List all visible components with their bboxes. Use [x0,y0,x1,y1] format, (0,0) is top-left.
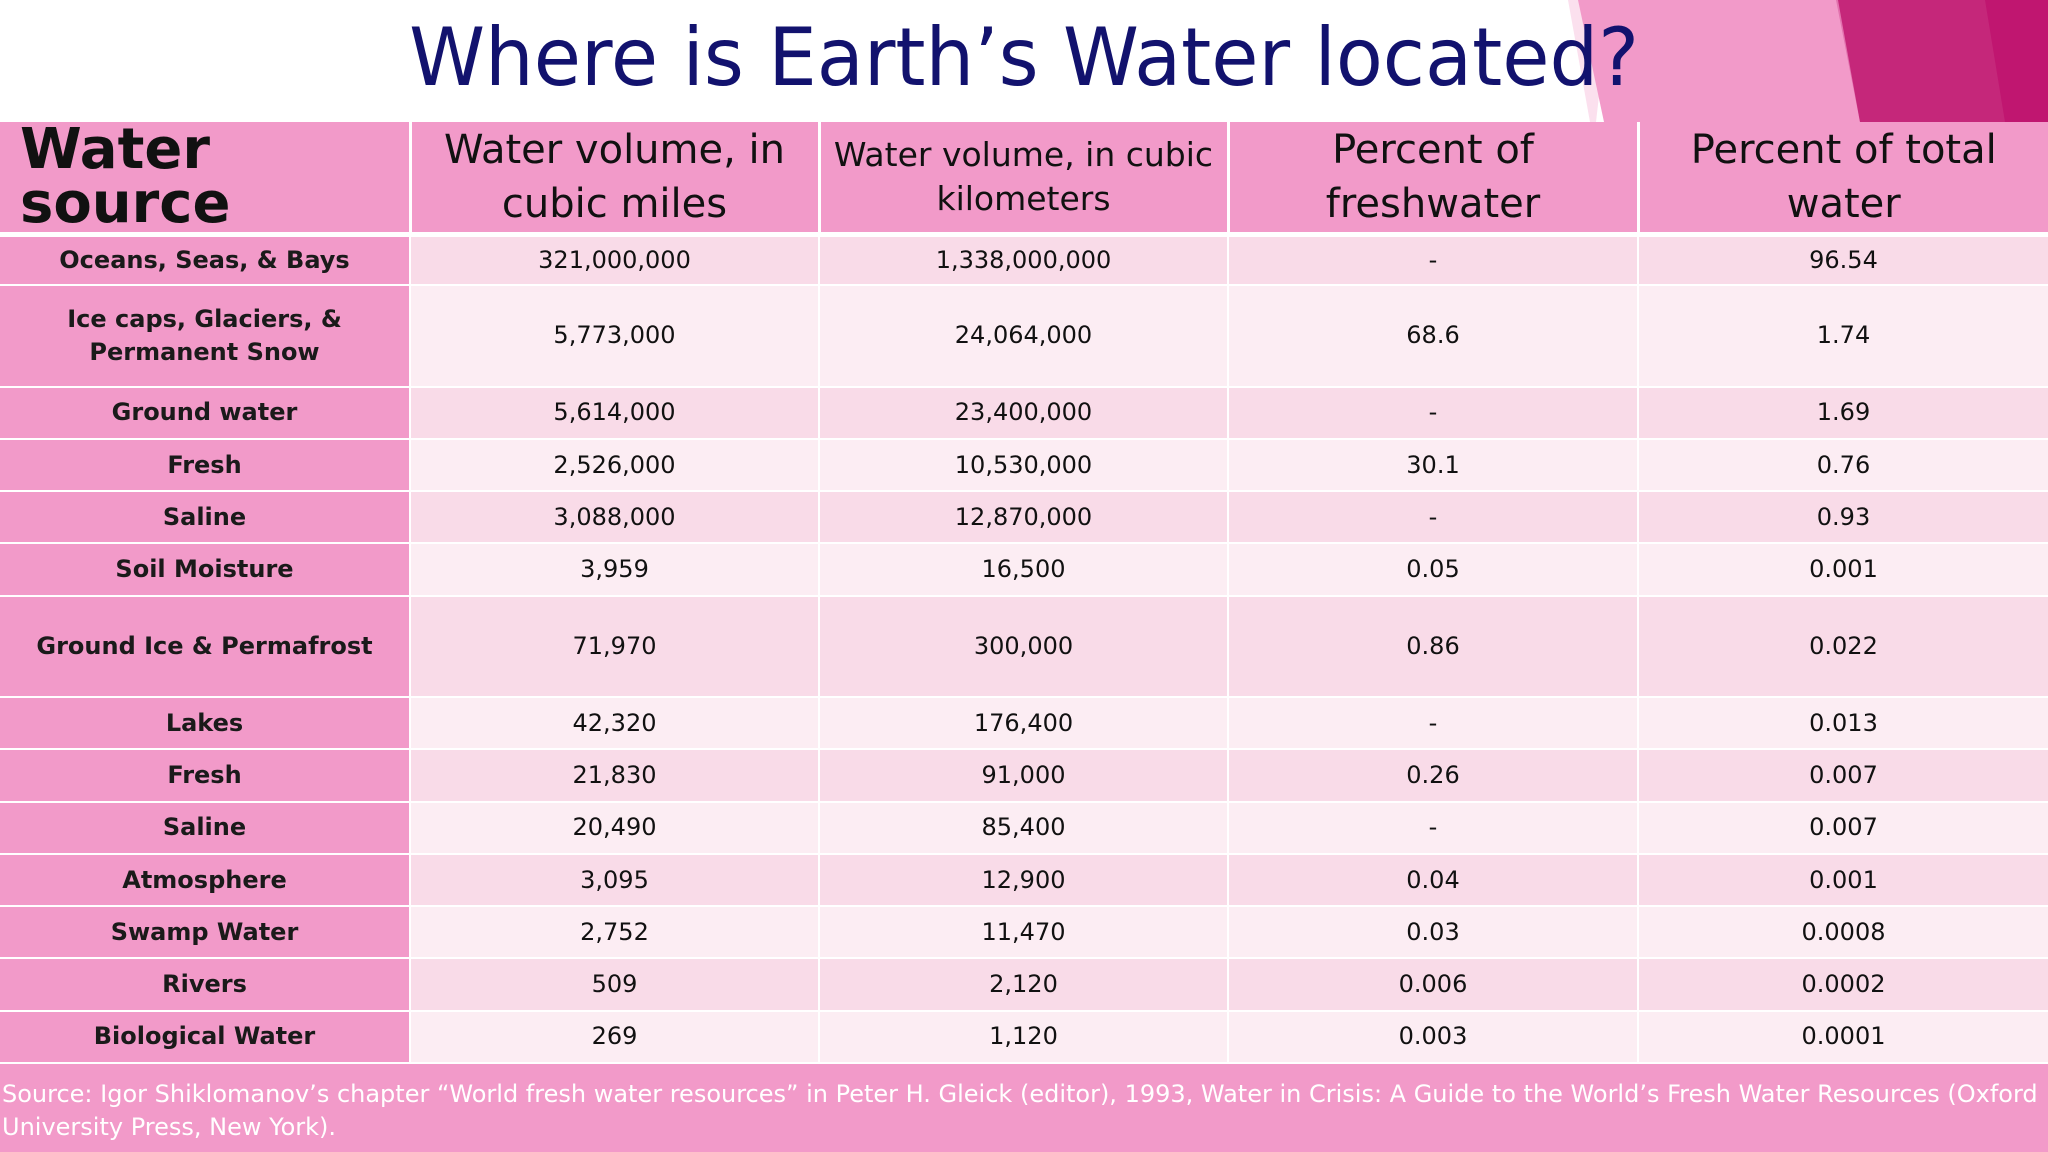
water-location-table: Water source Water volume, in cubic mile… [0,121,2048,1065]
cell-percent-total: 0.93 [1637,491,2048,545]
cell-cubic-miles: 269 [409,1010,819,1065]
row-label: Rivers [0,958,410,1012]
cell-percent-total: 0.0008 [1637,906,2048,960]
table-row: Swamp Water 2,752 11,470 0.03 0.0008 [0,906,2048,960]
table-row: Ground Ice & Permafrost 71,970 300,000 0… [0,595,2048,699]
cell-cubic-km: 1,120 [818,1010,1228,1065]
cell-cubic-miles: 21,830 [409,749,819,803]
row-label: Biological Water [0,1010,410,1065]
cell-cubic-km: 176,400 [818,697,1228,751]
header-percent-total-water: Percent of total water [1636,122,2048,237]
cell-percent-freshwater: 0.26 [1227,749,1638,803]
row-label: Fresh [0,438,410,493]
table-row: Saline 3,088,000 12,870,000 - 0.93 [0,491,2048,545]
cell-percent-freshwater: - [1227,491,1638,545]
cell-cubic-km: 91,000 [818,749,1228,803]
header-water-source: Water source [0,121,410,237]
source-citation: Source: Igor Shiklomanov’s chapter “Worl… [0,1064,2048,1152]
table-row: Oceans, Seas, & Bays 321,000,000 1,338,0… [0,234,2048,287]
header-volume-cubic-km: Water volume, in cubic kilometers [817,122,1228,237]
cell-percent-total: 1.69 [1637,386,2048,440]
cell-percent-total: 1.74 [1637,285,2048,388]
cell-cubic-miles: 3,088,000 [409,491,819,545]
deco-band-dark [1838,0,2020,122]
cell-percent-total: 0.007 [1637,749,2048,803]
cell-cubic-km: 12,900 [818,853,1228,908]
cell-cubic-km: 23,400,000 [818,386,1228,440]
cell-percent-total: 0.013 [1637,697,2048,751]
cell-cubic-miles: 20,490 [409,801,819,855]
cell-cubic-miles: 2,752 [409,906,819,960]
cell-percent-freshwater: 0.05 [1227,543,1638,597]
row-label: Saline [0,491,410,545]
cell-cubic-km: 16,500 [818,543,1228,597]
row-label: Fresh [0,749,410,803]
table-row: Rivers 509 2,120 0.006 0.0002 [0,958,2048,1012]
cell-percent-total: 0.001 [1637,853,2048,908]
table-body: Oceans, Seas, & Bays 321,000,000 1,338,0… [0,234,2048,1065]
table-row: Saline 20,490 85,400 - 0.007 [0,801,2048,855]
cell-percent-freshwater: 68.6 [1227,285,1638,388]
table-row: Lakes 42,320 176,400 - 0.013 [0,697,2048,751]
cell-cubic-km: 1,338,000,000 [818,234,1228,287]
cell-cubic-km: 11,470 [818,906,1228,960]
page-title: Where is Earth’s Water located? [409,11,1639,104]
header-volume-cubic-miles: Water volume, in cubic miles [408,122,819,237]
table-row: Fresh 21,830 91,000 0.26 0.007 [0,749,2048,803]
deco-band-accent [1985,0,2048,122]
cell-percent-total: 0.001 [1637,543,2048,597]
cell-percent-freshwater: - [1227,801,1638,855]
row-label: Ice caps, Glaciers, & Permanent Snow [0,285,410,388]
row-label: Ground Ice & Permafrost [0,595,410,699]
cell-percent-freshwater: 0.003 [1227,1010,1638,1065]
cell-cubic-km: 24,064,000 [818,285,1228,388]
cell-cubic-km: 2,120 [818,958,1228,1012]
cell-percent-total: 0.022 [1637,595,2048,699]
cell-percent-freshwater: 0.04 [1227,853,1638,908]
cell-percent-freshwater: 0.86 [1227,595,1638,699]
cell-cubic-km: 10,530,000 [818,438,1228,493]
cell-cubic-miles: 321,000,000 [409,234,819,287]
row-label: Soil Moisture [0,543,410,597]
row-label: Swamp Water [0,906,410,960]
cell-percent-freshwater: 0.006 [1227,958,1638,1012]
cell-percent-freshwater: 0.03 [1227,906,1638,960]
row-label: Oceans, Seas, & Bays [0,234,410,287]
table-header-row: Water source Water volume, in cubic mile… [0,121,2048,237]
row-label: Atmosphere [0,853,410,908]
cell-cubic-miles: 509 [409,958,819,1012]
table-row: Ground water 5,614,000 23,400,000 - 1.69 [0,386,2048,440]
cell-percent-freshwater: - [1227,697,1638,751]
corner-decoration [1568,0,2048,122]
row-label: Saline [0,801,410,855]
cell-percent-freshwater: - [1227,386,1638,440]
table-row: Atmosphere 3,095 12,900 0.04 0.001 [0,853,2048,908]
table-row: Fresh 2,526,000 10,530,000 30.1 0.76 [0,438,2048,493]
cell-percent-total: 0.0001 [1637,1010,2048,1065]
cell-cubic-miles: 5,614,000 [409,386,819,440]
cell-percent-freshwater: 30.1 [1227,438,1638,493]
cell-cubic-miles: 3,095 [409,853,819,908]
row-label: Lakes [0,697,410,751]
cell-cubic-miles: 42,320 [409,697,819,751]
cell-cubic-km: 300,000 [818,595,1228,699]
cell-cubic-miles: 71,970 [409,595,819,699]
cell-cubic-km: 85,400 [818,801,1228,855]
cell-percent-freshwater: - [1227,234,1638,287]
cell-percent-total: 0.007 [1637,801,2048,855]
table-row: Ice caps, Glaciers, & Permanent Snow 5,7… [0,285,2048,388]
cell-cubic-miles: 2,526,000 [409,438,819,493]
cell-percent-total: 96.54 [1637,234,2048,287]
table-row: Biological Water 269 1,120 0.003 0.0001 [0,1010,2048,1065]
cell-percent-total: 0.76 [1637,438,2048,493]
cell-cubic-miles: 5,773,000 [409,285,819,388]
header-percent-freshwater: Percent of freshwater [1226,122,1638,237]
cell-cubic-km: 12,870,000 [818,491,1228,545]
cell-cubic-miles: 3,959 [409,543,819,597]
row-label: Ground water [0,386,410,440]
table-row: Soil Moisture 3,959 16,500 0.05 0.001 [0,543,2048,597]
cell-percent-total: 0.0002 [1637,958,2048,1012]
